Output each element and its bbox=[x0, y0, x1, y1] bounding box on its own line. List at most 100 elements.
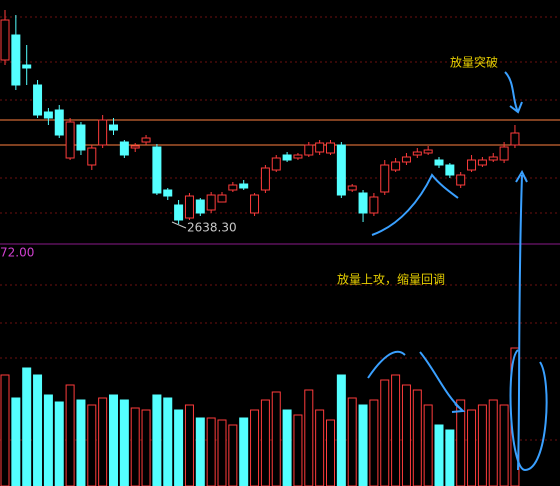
candle-body bbox=[43, 111, 53, 119]
candle-body bbox=[184, 195, 194, 219]
candle-body bbox=[293, 154, 303, 159]
candle-body bbox=[163, 189, 173, 197]
volume-bar bbox=[282, 409, 292, 486]
candle-body bbox=[119, 141, 129, 156]
volume-bar bbox=[87, 404, 97, 486]
volume-bar bbox=[326, 419, 335, 486]
volume-bar bbox=[119, 399, 129, 486]
volume-bar bbox=[347, 397, 357, 486]
volume-bar bbox=[184, 404, 194, 486]
candle-body bbox=[391, 161, 401, 171]
low-pointer bbox=[171, 221, 187, 229]
candle-body bbox=[228, 184, 238, 191]
candle-body bbox=[152, 146, 162, 194]
volume-bar bbox=[206, 417, 216, 486]
volume-bar bbox=[130, 407, 140, 486]
volume-bar bbox=[0, 374, 10, 486]
candle-body bbox=[33, 84, 43, 116]
grid bbox=[0, 16, 560, 441]
candle-body bbox=[456, 174, 466, 186]
hand-drawn-marks bbox=[367, 71, 548, 472]
candle-body bbox=[174, 204, 184, 221]
candle-body bbox=[326, 142, 335, 154]
candle-body bbox=[336, 144, 346, 196]
candle-body bbox=[0, 19, 10, 61]
candle-body bbox=[11, 34, 21, 86]
volume-bar bbox=[380, 379, 390, 486]
volume-bar bbox=[467, 409, 477, 486]
volume-bar bbox=[477, 404, 487, 486]
volume-bar bbox=[412, 389, 422, 486]
candle-body bbox=[304, 144, 314, 156]
volume-bar bbox=[43, 394, 53, 486]
hand-arrow bbox=[371, 173, 459, 236]
volume-bar bbox=[76, 399, 86, 486]
volume-bar bbox=[260, 399, 270, 486]
hand-arrow bbox=[367, 350, 466, 413]
candle-body bbox=[250, 194, 260, 214]
volume-bar bbox=[434, 424, 444, 486]
volume-bar bbox=[152, 394, 162, 486]
volume-bar bbox=[98, 397, 108, 486]
candle-body bbox=[206, 194, 216, 211]
candle-body bbox=[499, 146, 509, 161]
volume-bar bbox=[358, 404, 368, 486]
volume-bar bbox=[456, 399, 466, 486]
candle-body bbox=[412, 151, 422, 156]
candle-body bbox=[87, 147, 97, 166]
candle-body bbox=[195, 199, 205, 214]
volume-bar bbox=[33, 374, 43, 486]
volume-bar bbox=[217, 419, 227, 486]
candle-body bbox=[260, 167, 270, 191]
volume-bar bbox=[401, 384, 411, 486]
candle-body bbox=[141, 137, 151, 143]
candle-body bbox=[380, 164, 390, 193]
volume-bar bbox=[304, 389, 314, 486]
candle-body bbox=[347, 185, 357, 191]
volume-bar bbox=[163, 397, 173, 486]
candle-body bbox=[445, 164, 455, 176]
marks bbox=[0, 10, 560, 486]
volume-bar bbox=[11, 397, 21, 486]
annotation: 放量上攻，缩量回调 bbox=[337, 272, 445, 287]
candle-body bbox=[98, 119, 108, 146]
candle-body bbox=[239, 183, 249, 189]
pane-label: 72.00 bbox=[0, 246, 34, 260]
candle-body bbox=[76, 124, 86, 151]
volume-bar bbox=[54, 401, 64, 486]
volume-bar bbox=[65, 384, 75, 486]
candle-body bbox=[65, 121, 75, 159]
candle-body bbox=[510, 132, 520, 146]
volume-bar bbox=[239, 417, 249, 486]
hand-loop bbox=[509, 349, 548, 472]
candle-body bbox=[315, 142, 325, 153]
volume-bar bbox=[499, 404, 509, 486]
hand-arrow bbox=[515, 169, 528, 471]
candle-body bbox=[358, 192, 368, 214]
volume-bar bbox=[423, 404, 433, 486]
candle-body bbox=[217, 194, 227, 203]
volume-bar bbox=[228, 424, 238, 486]
volume-bar bbox=[488, 399, 498, 486]
candle-body bbox=[369, 196, 379, 214]
candle-body bbox=[401, 156, 411, 163]
annotation: 放量突破 bbox=[450, 55, 498, 70]
volume-bar bbox=[293, 414, 303, 486]
volume-bar bbox=[369, 399, 379, 486]
candle-body bbox=[271, 157, 281, 171]
hand-arrow bbox=[504, 71, 523, 114]
candle-body bbox=[22, 64, 32, 69]
volume-bar bbox=[336, 374, 346, 486]
volume-bar bbox=[250, 409, 260, 486]
candle-body bbox=[467, 159, 477, 171]
candle-body bbox=[434, 159, 444, 166]
candle-body bbox=[423, 149, 433, 154]
candle-body bbox=[109, 124, 118, 131]
volume-bar bbox=[109, 394, 118, 486]
candle-body bbox=[282, 154, 292, 161]
volume-bar bbox=[445, 429, 455, 486]
volume-bar bbox=[174, 409, 184, 486]
candle-body bbox=[54, 109, 64, 136]
volume-bar bbox=[22, 367, 32, 486]
